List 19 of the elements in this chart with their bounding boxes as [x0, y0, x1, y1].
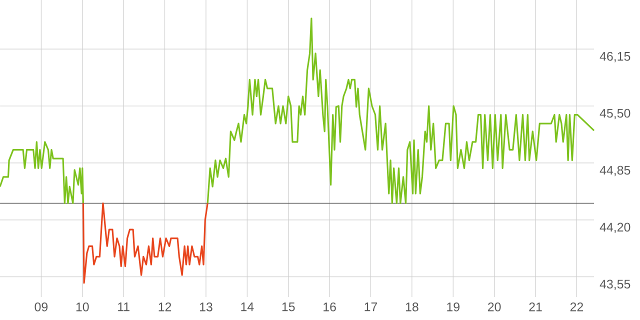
x-tick-label: 19	[447, 302, 460, 312]
x-tick-label: 14	[241, 302, 254, 312]
y-tick-label: 43,55	[600, 280, 630, 290]
y-tick-label: 45,50	[600, 108, 630, 120]
x-tick-label: 21	[529, 302, 542, 312]
y-tick-label: 44,20	[600, 222, 630, 234]
x-tick-label: 22	[570, 302, 584, 312]
x-tick-label: 10	[76, 302, 89, 312]
y-tick-label: 46,15	[600, 52, 630, 62]
x-tick-label: 11	[118, 302, 130, 312]
x-tick-label: 13	[200, 302, 212, 312]
y-tick-label: 44,85	[600, 166, 630, 176]
x-tick-label: 20	[488, 302, 501, 312]
x-tick-label: 15	[282, 302, 295, 312]
x-tick-label: 16	[324, 302, 336, 312]
x-tick-label: 18	[406, 302, 418, 312]
x-tick-label: 09	[34, 302, 48, 312]
x-tick-label: 17	[364, 302, 378, 312]
x-tick-label: 12	[158, 302, 172, 312]
